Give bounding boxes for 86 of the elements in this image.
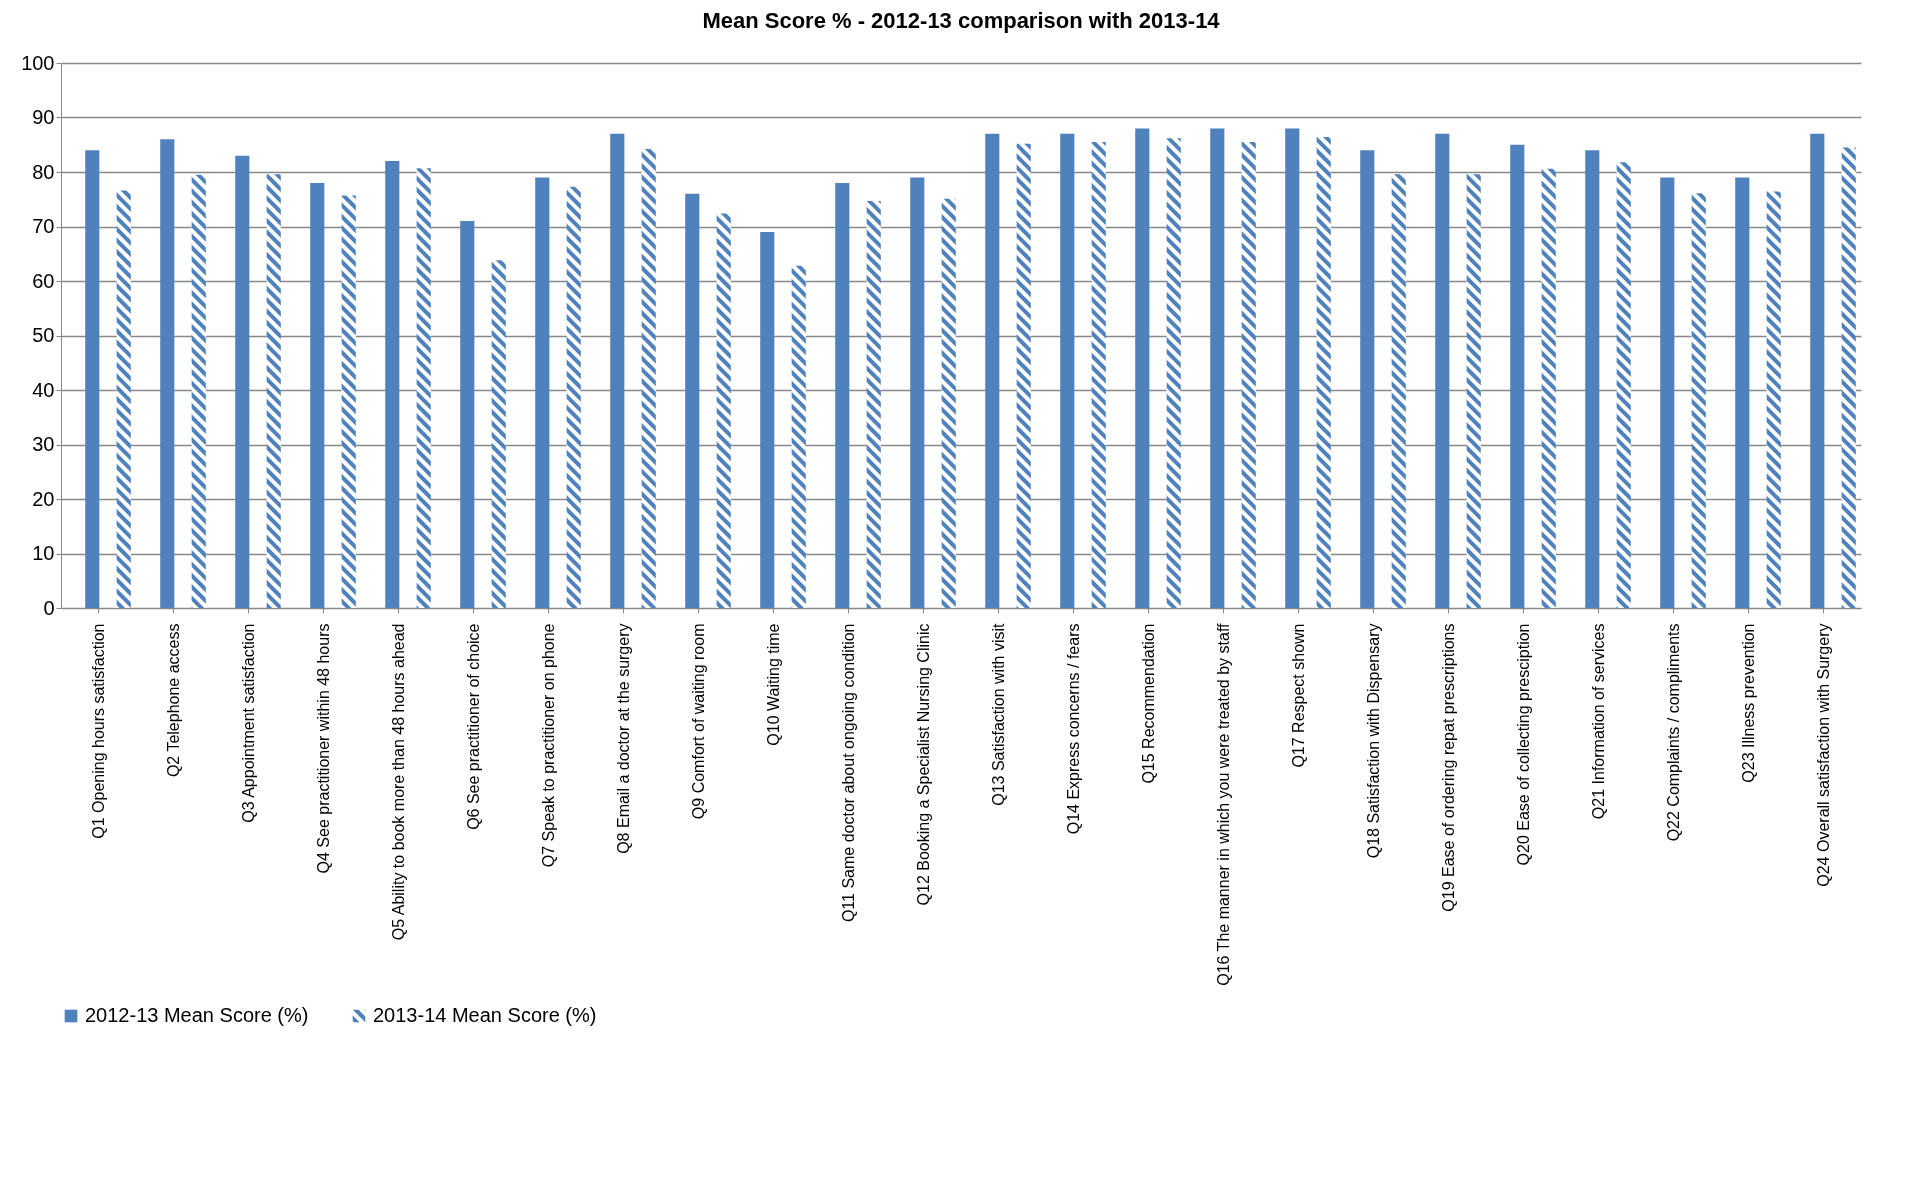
x-tick-label: Q22 Complaints / compliments — [1664, 623, 1682, 842]
bar — [1360, 150, 1375, 608]
x-tick-label: Q4 See practitioner within 48 hours — [314, 623, 332, 874]
y-tick-label: 30 — [32, 433, 55, 455]
bar — [1510, 144, 1525, 608]
y-tick-label: 0 — [43, 596, 55, 619]
x-tick-label: Q5 Ability to book more than 48 hours ahead — [389, 623, 407, 941]
chart-title: Mean Score % - 2012-13 comparison with 2013-14 — [702, 8, 1221, 33]
bar — [1391, 174, 1406, 608]
bar — [1060, 133, 1075, 608]
bar — [1660, 177, 1675, 608]
bar — [1241, 142, 1256, 608]
bar — [610, 133, 625, 608]
bar — [1585, 150, 1600, 608]
bar — [910, 177, 925, 608]
bar — [685, 193, 700, 608]
legend-label: 2012-13 Mean Score (%) — [85, 1004, 309, 1026]
y-tick-label: 90 — [32, 106, 55, 128]
bar — [1735, 177, 1750, 608]
bar — [1616, 162, 1631, 608]
bar — [566, 186, 581, 608]
x-tick-label: Q10 Waiting time — [764, 623, 782, 746]
y-tick-label: 20 — [32, 487, 55, 510]
bar — [1691, 193, 1706, 608]
bar — [191, 174, 206, 608]
bar — [1810, 133, 1825, 608]
bar — [1435, 133, 1450, 608]
x-tick-label: Q3 Appointment satisfaction — [239, 623, 257, 823]
bar — [1766, 191, 1781, 608]
x-tick-label: Q11 Same doctor about ongoing condition — [839, 623, 857, 923]
bar — [1210, 128, 1225, 608]
x-tick-label: Q2 Telephone access — [164, 623, 182, 778]
y-tick-label: 50 — [32, 324, 55, 346]
x-tick-label: Q12 Booking a Specialist Nursing Clinic — [914, 623, 932, 906]
bar — [716, 213, 731, 608]
bar — [1135, 128, 1150, 608]
bar — [1285, 128, 1300, 608]
bar — [341, 195, 356, 608]
y-tick-label: 100 — [21, 51, 55, 74]
x-tick-label: Q14 Express concerns / fears — [1064, 623, 1082, 835]
x-tick-label: Q19 Ease of ordering repat prescriptions — [1439, 623, 1457, 912]
bar — [235, 155, 250, 608]
bar — [266, 174, 281, 608]
bar — [1166, 138, 1181, 608]
x-tick-label: Q6 See practitioner of choice — [464, 623, 482, 830]
bar — [835, 182, 850, 608]
y-tick-label: 70 — [32, 215, 55, 237]
bar — [985, 133, 1000, 608]
bar — [1541, 168, 1556, 608]
x-tick-label: Q13 Satisfaction with visit — [989, 622, 1007, 806]
x-tick-label: Q15 Recommendation — [1139, 623, 1157, 784]
x-tick-label: Q21 Information of services — [1589, 623, 1607, 820]
x-tick-label: Q18 Satisfaction with Dispensary — [1364, 623, 1382, 859]
bar — [941, 198, 956, 608]
y-tick-label: 10 — [32, 542, 55, 564]
bar — [160, 139, 175, 608]
bar — [1466, 174, 1481, 608]
bar — [791, 265, 806, 608]
bar — [116, 190, 131, 608]
y-tick-label: 60 — [32, 269, 55, 292]
x-tick-label: Q9 Comfort of waiting room — [689, 623, 707, 820]
bar — [460, 221, 475, 608]
x-tick-label: Q1 Opening hours satisfaction — [89, 623, 107, 839]
x-tick-label: Q20 Ease of collecting presciption — [1514, 623, 1532, 866]
y-tick-label: 80 — [32, 160, 55, 183]
bar — [760, 231, 775, 608]
bar — [1841, 147, 1856, 608]
bar — [641, 149, 656, 608]
x-tick-label: Q16 The manner in which you were treated by staff — [1214, 622, 1232, 986]
bar — [1091, 142, 1106, 608]
x-tick-label: Q17 Respect shown — [1289, 623, 1307, 768]
x-tick-label: Q24 Overall satisfaction with Surgery — [1814, 623, 1832, 887]
bar — [85, 150, 100, 608]
x-tick-label: Q23 Illness prevention — [1739, 623, 1757, 783]
bar — [491, 260, 506, 608]
x-tick-label: Q7 Speak to practitioner on phone — [539, 623, 557, 868]
bar — [535, 177, 550, 608]
bar — [385, 161, 400, 608]
bar — [866, 200, 881, 608]
bar — [310, 182, 325, 608]
bar — [1316, 137, 1331, 608]
y-tick-label: 40 — [32, 378, 55, 401]
legend-label: 2013-14 Mean Score (%) — [373, 1004, 597, 1026]
bar — [1016, 143, 1031, 608]
bar — [416, 168, 431, 608]
x-tick-label: Q8 Email a doctor at the surgery — [614, 623, 632, 854]
